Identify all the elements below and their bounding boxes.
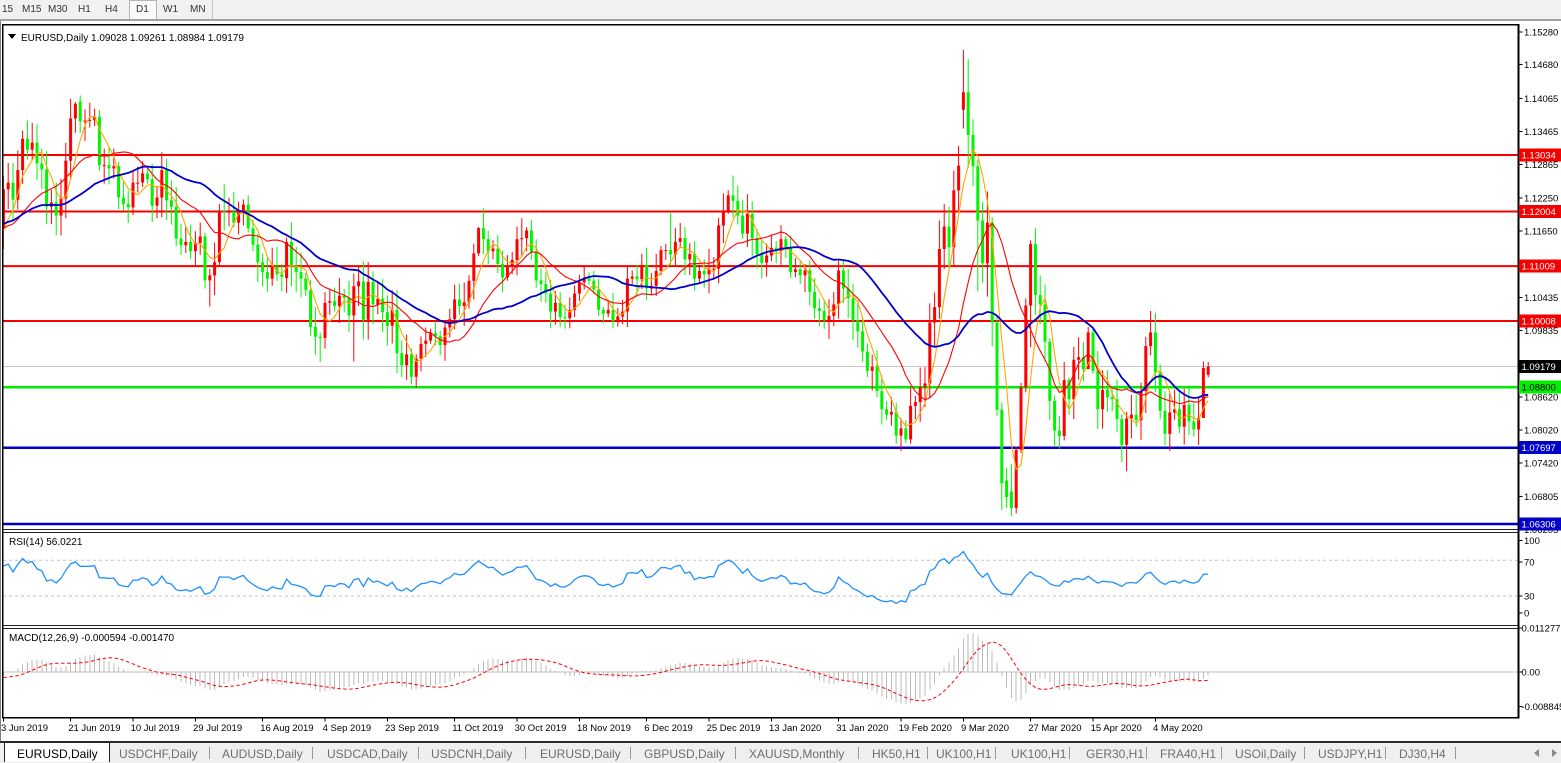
svg-text:4 Sep 2019: 4 Sep 2019 <box>323 723 372 734</box>
svg-text:70: 70 <box>1524 558 1535 569</box>
svg-text:0.00: 0.00 <box>1522 668 1541 679</box>
svg-text:1.11009: 1.11009 <box>1522 262 1556 273</box>
svg-text:30: 30 <box>1524 592 1535 603</box>
svg-text:1.13034: 1.13034 <box>1522 151 1556 162</box>
svg-text:9 Mar 2020: 9 Mar 2020 <box>961 723 1009 734</box>
svg-text:0.011277: 0.011277 <box>1522 624 1561 635</box>
svg-text:RSI(14) 56.0221: RSI(14) 56.0221 <box>9 537 83 548</box>
svg-text:1.09179: 1.09179 <box>1522 362 1556 373</box>
svg-text:MACD(12,26,9) -0.000594 -0.001: MACD(12,26,9) -0.000594 -0.001470 <box>9 633 175 644</box>
svg-text:1.07697: 1.07697 <box>1522 443 1556 454</box>
svg-text:EURUSD,Daily 1.09028 1.09261: EURUSD,Daily 1.09028 1.09261 1.08984 1.0… <box>21 33 244 44</box>
svg-text:19 Feb 2020: 19 Feb 2020 <box>899 723 952 734</box>
svg-text:27 Mar 2020: 27 Mar 2020 <box>1028 723 1081 734</box>
svg-text:3 Jun 2019: 3 Jun 2019 <box>1 723 48 734</box>
svg-text:4 May 2020: 4 May 2020 <box>1153 723 1203 734</box>
svg-text:13 Jan 2020: 13 Jan 2020 <box>769 723 821 734</box>
svg-text:29 Jul 2019: 29 Jul 2019 <box>193 723 242 734</box>
svg-text:1.09835: 1.09835 <box>1524 326 1558 337</box>
svg-text:31 Jan 2020: 31 Jan 2020 <box>836 723 888 734</box>
svg-text:1.08620: 1.08620 <box>1524 393 1558 404</box>
svg-text:100: 100 <box>1524 536 1540 547</box>
svg-text:1.11650: 1.11650 <box>1524 226 1558 237</box>
svg-text:1.08800: 1.08800 <box>1522 383 1556 394</box>
svg-text:1.12250: 1.12250 <box>1524 194 1558 205</box>
svg-text:1.13465: 1.13465 <box>1524 127 1558 138</box>
svg-text:1.06306: 1.06306 <box>1522 520 1556 531</box>
svg-text:30 Oct 2019: 30 Oct 2019 <box>515 723 567 734</box>
svg-text:1.14680: 1.14680 <box>1524 60 1558 71</box>
svg-text:1.06805: 1.06805 <box>1524 492 1558 503</box>
svg-text:1.14065: 1.14065 <box>1524 94 1558 105</box>
svg-text:25 Dec 2019: 25 Dec 2019 <box>707 723 761 734</box>
svg-text:1.07420: 1.07420 <box>1524 458 1558 469</box>
svg-text:1.10008: 1.10008 <box>1522 317 1556 328</box>
svg-text:6 Dec 2019: 6 Dec 2019 <box>644 723 693 734</box>
svg-text:15 Apr 2020: 15 Apr 2020 <box>1091 723 1142 734</box>
svg-text:23 Sep 2019: 23 Sep 2019 <box>385 723 439 734</box>
svg-text:1.08020: 1.08020 <box>1524 426 1558 437</box>
svg-text:-0.008845: -0.008845 <box>1522 702 1561 713</box>
svg-text:0: 0 <box>1524 608 1529 619</box>
svg-text:18 Nov 2019: 18 Nov 2019 <box>577 723 631 734</box>
svg-text:11 Oct 2019: 11 Oct 2019 <box>452 723 503 734</box>
svg-text:21 Jun 2019: 21 Jun 2019 <box>68 723 120 734</box>
svg-text:10 Jul 2019: 10 Jul 2019 <box>131 723 180 734</box>
svg-text:1.10435: 1.10435 <box>1524 293 1558 304</box>
svg-text:1.12004: 1.12004 <box>1522 207 1556 218</box>
svg-text:16 Aug 2019: 16 Aug 2019 <box>260 723 313 734</box>
svg-text:1.15280: 1.15280 <box>1524 27 1558 38</box>
